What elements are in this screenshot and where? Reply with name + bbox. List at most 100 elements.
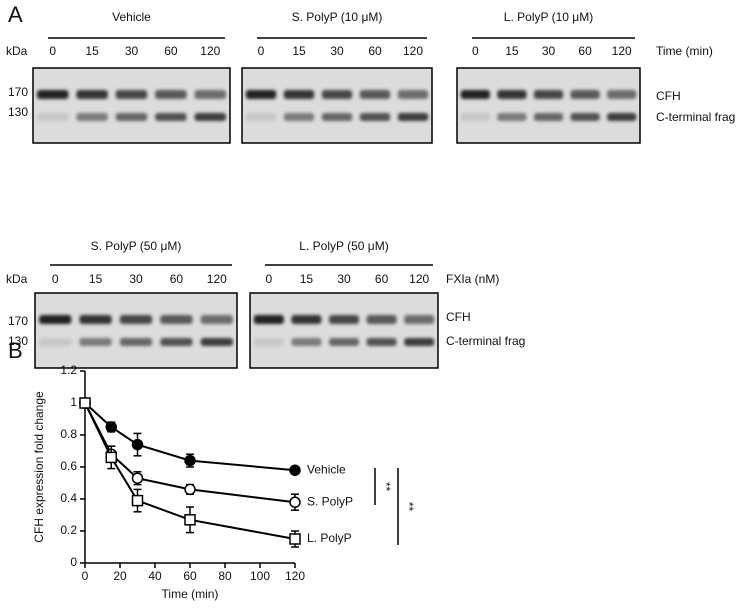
series-label: S. PolyP bbox=[307, 494, 353, 508]
gel-title: S. PolyP (50 μM) bbox=[91, 239, 182, 253]
marker bbox=[131, 438, 144, 451]
lane-label: 120 bbox=[409, 272, 429, 286]
band-cfh bbox=[76, 90, 108, 99]
band-cfh bbox=[119, 315, 153, 324]
band-fragment bbox=[200, 338, 233, 346]
lane-label: 30 bbox=[337, 272, 351, 286]
band-fragment bbox=[115, 113, 148, 121]
gel bbox=[32, 67, 231, 144]
marker bbox=[131, 494, 144, 507]
marker bbox=[184, 454, 196, 467]
lane-label: 0 bbox=[258, 44, 265, 58]
band-fragment bbox=[607, 113, 637, 121]
lane-label: 120 bbox=[207, 272, 227, 286]
x-tick-label: 60 bbox=[183, 569, 197, 583]
x-tick-label: 80 bbox=[218, 569, 232, 583]
band-cfh bbox=[570, 90, 600, 99]
gel bbox=[249, 292, 439, 369]
band-cfh bbox=[397, 90, 429, 99]
band-cfh bbox=[253, 315, 284, 324]
gel-title: L. PolyP (50 μM) bbox=[299, 239, 388, 253]
x-tick-label: 100 bbox=[250, 569, 270, 583]
band-fragment bbox=[321, 113, 353, 121]
band-cfh bbox=[497, 90, 527, 99]
y-tick-label: 1.2 bbox=[60, 363, 77, 377]
band-cfh bbox=[160, 315, 193, 324]
band-fragment bbox=[366, 338, 397, 346]
band-fragment bbox=[291, 338, 322, 346]
significance-label: ** bbox=[402, 502, 416, 512]
gel bbox=[241, 67, 433, 144]
significance-label: ** bbox=[379, 482, 393, 492]
series-label: Vehicle bbox=[307, 462, 346, 476]
band-fragment bbox=[253, 338, 284, 346]
panel-label: B bbox=[8, 338, 23, 363]
band-cfh bbox=[283, 90, 315, 99]
band-fragment bbox=[397, 113, 429, 121]
y-tick-label: 0.8 bbox=[60, 427, 77, 441]
series-label: L. PolyP bbox=[307, 531, 352, 545]
marker bbox=[289, 533, 301, 545]
band-cfh bbox=[359, 90, 391, 99]
kda-label: kDa bbox=[6, 44, 28, 58]
band-label: C-terminal frag bbox=[446, 334, 525, 348]
lane-label: 0 bbox=[49, 44, 56, 58]
x-tick-label: 20 bbox=[113, 569, 127, 583]
mw-marker: 170 bbox=[8, 314, 28, 328]
gel-title: Vehicle bbox=[112, 10, 151, 24]
band-fragment bbox=[533, 113, 564, 121]
lane-label: 15 bbox=[505, 44, 519, 58]
band-fragment bbox=[570, 113, 600, 121]
marker bbox=[184, 483, 196, 496]
band-fragment bbox=[39, 338, 72, 346]
band-fragment bbox=[359, 113, 391, 121]
lane-label: 60 bbox=[164, 44, 178, 58]
band-cfh bbox=[245, 90, 277, 99]
band-cfh bbox=[200, 315, 233, 324]
band-fragment bbox=[497, 113, 527, 121]
band-cfh bbox=[328, 315, 360, 324]
y-tick-label: 0.6 bbox=[60, 459, 77, 473]
kda-label: kDa bbox=[6, 272, 28, 286]
lane-label: 0 bbox=[472, 44, 479, 58]
x-tick-label: 40 bbox=[148, 569, 162, 583]
lane-label: 60 bbox=[368, 44, 382, 58]
y-tick-label: 0.2 bbox=[60, 523, 77, 537]
lane-label: 30 bbox=[129, 272, 143, 286]
band-fragment bbox=[328, 338, 360, 346]
lane-label: 60 bbox=[375, 272, 389, 286]
band-cfh bbox=[39, 315, 72, 324]
band-cfh bbox=[291, 315, 322, 324]
band-fragment bbox=[155, 113, 187, 121]
band-fragment bbox=[160, 338, 193, 346]
marker bbox=[131, 472, 144, 484]
lane-label: 60 bbox=[170, 272, 184, 286]
band-fragment bbox=[194, 113, 227, 121]
gel-title: S. PolyP (10 μM) bbox=[292, 10, 383, 24]
band-cfh bbox=[194, 90, 227, 99]
band-cfh bbox=[404, 315, 435, 324]
gel bbox=[34, 292, 238, 369]
lane-label: 0 bbox=[265, 272, 272, 286]
band-cfh bbox=[155, 90, 187, 99]
band-fragment bbox=[119, 338, 153, 346]
band-cfh bbox=[460, 90, 490, 99]
marker bbox=[105, 421, 117, 433]
lane-label: 15 bbox=[85, 44, 99, 58]
band-fragment bbox=[245, 113, 277, 121]
marker bbox=[184, 514, 196, 526]
y-tick-label: 1 bbox=[70, 395, 77, 409]
lane-label: 15 bbox=[292, 44, 306, 58]
band-label: C-terminal frag bbox=[656, 110, 735, 124]
y-tick-label: 0.4 bbox=[60, 491, 77, 505]
band-cfh bbox=[79, 315, 112, 324]
band-cfh bbox=[36, 90, 69, 99]
band-fragment bbox=[460, 113, 490, 121]
band-fragment bbox=[76, 113, 108, 121]
band-fragment bbox=[36, 113, 69, 121]
y-axis-label: CFH expression fold change bbox=[32, 391, 46, 543]
band-cfh bbox=[533, 90, 564, 99]
lane-label: 0 bbox=[52, 272, 59, 286]
panel-label: A bbox=[8, 2, 23, 27]
